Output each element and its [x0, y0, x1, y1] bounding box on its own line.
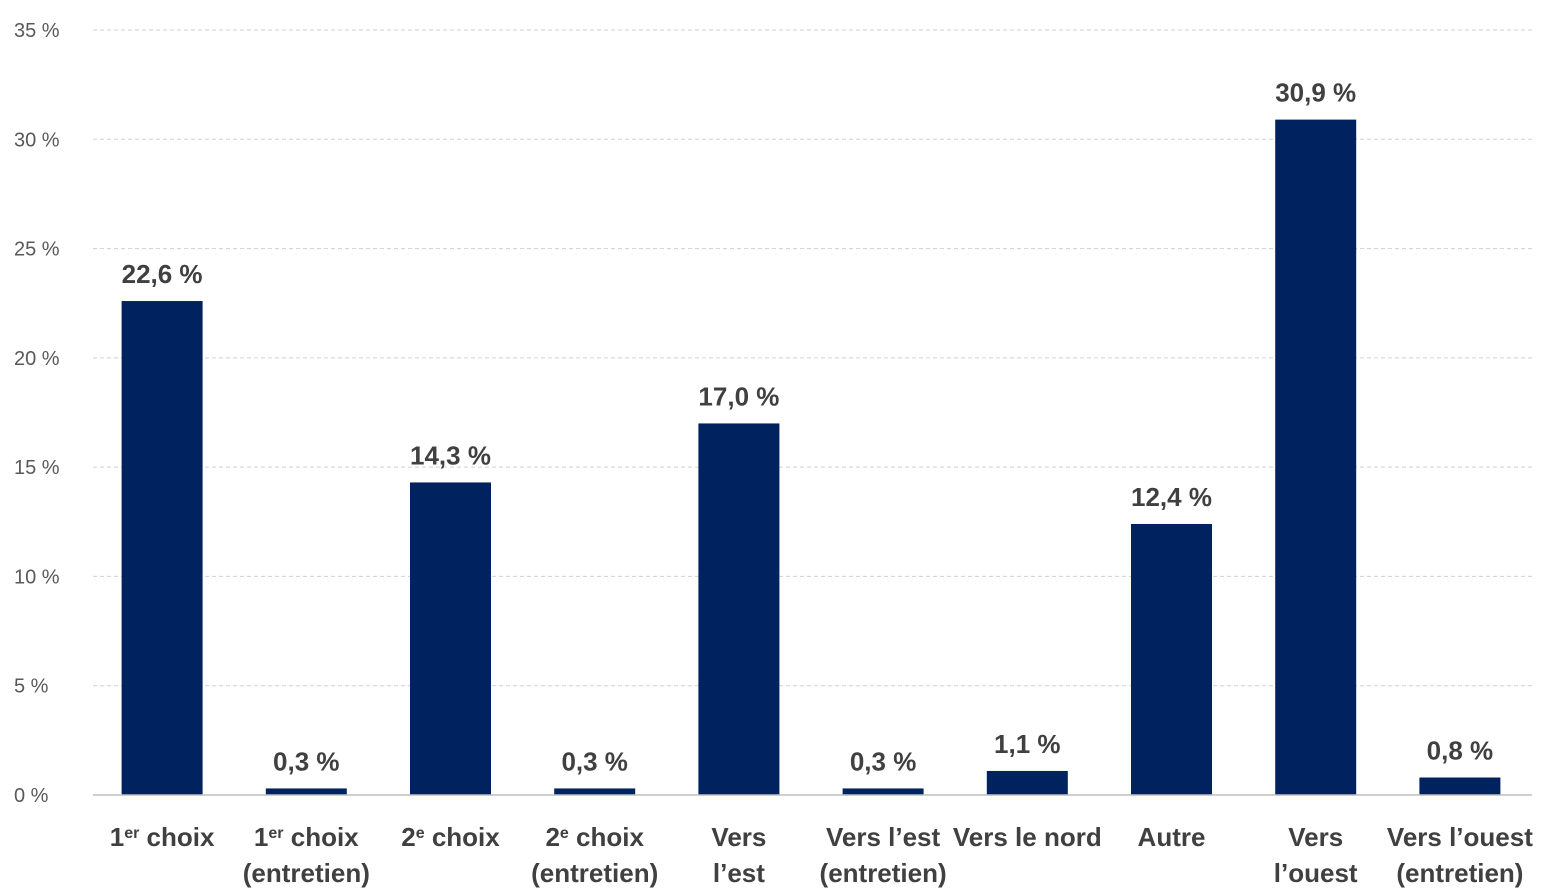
y-tick-label: 20 %	[14, 348, 60, 370]
x-tick-label: 1er choix (entretien)	[243, 822, 370, 888]
bar	[554, 788, 636, 795]
x-tick-label: 2e choix (entretien)	[531, 822, 658, 888]
y-tick-label: 25 %	[14, 239, 60, 261]
y-tick-label: 0 %	[14, 785, 49, 807]
x-tick-label: Vers l’est	[711, 822, 766, 888]
data-labels: 22,6 % 0,3 % 14,3 % 0,3 % 17,0 % 0,3 % 1,1 % 12…	[122, 78, 1494, 777]
bar	[698, 423, 780, 795]
x-tick-label: Vers l’est (entretien)	[820, 822, 947, 888]
bar	[410, 482, 491, 795]
y-tick-label: 30 %	[14, 129, 60, 151]
data-label: 17,0 %	[698, 381, 779, 411]
x-tick-label: 2e choix	[401, 822, 500, 852]
y-tick-label: 10 %	[14, 566, 60, 588]
bar	[265, 788, 347, 795]
y-axis-ticks: 0 % 5 % 10 % 15 % 20 % 25 % 30 % 35 %	[14, 20, 60, 807]
y-tick-label: 5 %	[14, 676, 49, 698]
bar	[842, 788, 924, 795]
x-tick-label: Vers l’ouest (entretien)	[1387, 822, 1533, 888]
bar	[1419, 777, 1501, 795]
x-tick-label: Vers le nord	[953, 822, 1102, 852]
data-label: 0,3 %	[850, 746, 917, 776]
x-tick-label: Vers l’ouest	[1274, 822, 1358, 888]
data-label: 30,9 %	[1275, 78, 1356, 108]
bar	[986, 770, 1068, 795]
data-label: 12,4 %	[1131, 482, 1212, 512]
x-tick-label: 1er choix	[110, 822, 215, 852]
data-label: 0,3 %	[273, 746, 340, 776]
y-tick-label: 35 %	[14, 20, 60, 42]
data-label: 22,6 %	[122, 259, 203, 289]
data-label: 0,8 %	[1427, 736, 1494, 766]
data-label: 1,1 %	[994, 729, 1061, 759]
x-axis-labels: 1er choix 1er choix (entretien) 2e choix 2e …	[110, 822, 1533, 888]
x-tick-label: Autre	[1138, 822, 1206, 852]
bar	[1275, 119, 1357, 796]
data-label: 14,3 %	[410, 440, 491, 470]
bar	[121, 301, 203, 795]
y-tick-label: 15 %	[14, 457, 60, 479]
bars	[121, 119, 1501, 796]
data-label: 0,3 %	[561, 746, 628, 776]
bar	[1131, 523, 1212, 795]
